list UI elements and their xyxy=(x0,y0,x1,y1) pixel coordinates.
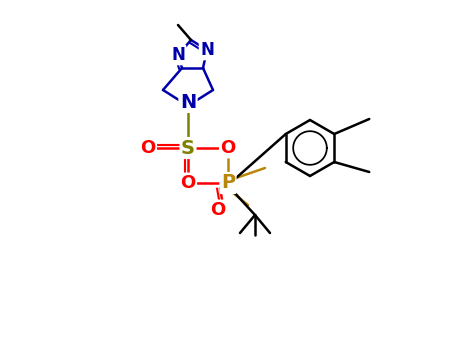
Text: N: N xyxy=(200,41,214,59)
Text: O: O xyxy=(141,139,156,157)
Text: O: O xyxy=(180,174,196,192)
Text: N: N xyxy=(180,92,196,112)
Text: O: O xyxy=(220,139,236,157)
Text: O: O xyxy=(210,201,226,219)
Text: N: N xyxy=(171,46,185,64)
Text: P: P xyxy=(221,174,235,192)
Text: S: S xyxy=(181,139,195,158)
